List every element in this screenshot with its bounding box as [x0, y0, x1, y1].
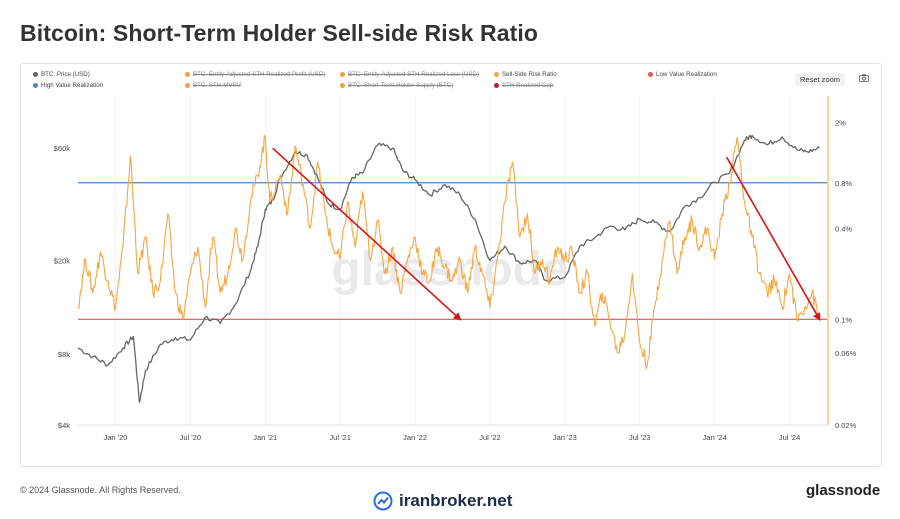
legend-label: High Value Realization: [41, 82, 104, 89]
legend-swatch: [33, 83, 38, 88]
x-tick-label: Jan '23: [553, 433, 577, 442]
legend-item[interactable]: High Value Realization: [33, 82, 103, 89]
trend-arrow: [272, 147, 462, 321]
y-right-tick-label: 0.8%: [835, 179, 852, 188]
trend-arrow: [725, 156, 821, 322]
y-left-tick-label: $8k: [58, 350, 70, 359]
series-line: [77, 134, 820, 403]
legend-swatch: [340, 72, 345, 77]
y-left-tick-label: $60k: [54, 144, 71, 153]
legend-item[interactable]: BTC: Short-Term Holder Supply (BTC): [340, 82, 453, 89]
legend-label: BTC: Entity-Adjusted STH Realized Loss (…: [348, 71, 480, 78]
legend-item[interactable]: BTC: STH-MVRV: [185, 82, 241, 89]
y-right-tick-label: 0.1%: [835, 315, 852, 324]
camera-icon[interactable]: [859, 74, 869, 82]
y-left-tick-label: $4k: [58, 421, 70, 430]
watermark-text: glassnode: [331, 243, 568, 296]
legend-swatch: [494, 83, 499, 88]
brand-logo: glassnode: [806, 482, 881, 499]
legend-label: BTC: Price (USD): [41, 71, 90, 78]
legend-item[interactable]: STH Realized Cap: [494, 82, 553, 89]
chart-legend: BTC: Price (USD) BTC: Entity-Adjusted STH…: [33, 71, 813, 95]
y-right-tick-label: 0.06%: [835, 349, 857, 358]
x-tick-label: Jul '24: [779, 433, 800, 442]
x-tick-label: Jan '22: [403, 433, 427, 442]
site-logo[interactable]: iranbroker.net: [373, 491, 512, 511]
legend-item[interactable]: Low Value Realization: [648, 71, 717, 78]
series-line: [77, 134, 821, 370]
chart-title: Bitcoin: Short-Term Holder Sell-side Ris…: [20, 20, 539, 46]
y-right-tick-label: 2%: [835, 119, 846, 128]
x-tick-label: Jul '20: [180, 433, 201, 442]
x-tick-label: Jul '21: [329, 433, 350, 442]
x-tick-label: Jan '21: [253, 433, 277, 442]
reset-zoom-button[interactable]: Reset zoom: [795, 73, 846, 86]
legend-swatch: [185, 83, 190, 88]
legend-swatch: [648, 72, 653, 77]
legend-label: Sell-Side Risk Ratio: [502, 71, 557, 78]
legend-swatch: [340, 83, 345, 88]
legend-swatch: [185, 72, 190, 77]
chart-panel: [20, 63, 882, 467]
legend-label: BTC: STH-MVRV: [193, 82, 242, 89]
legend-item[interactable]: BTC: Entity-Adjusted STH Realized Loss (…: [340, 71, 479, 78]
legend-item[interactable]: BTC: Price (USD): [33, 71, 90, 78]
y-right-tick-label: 0.02%: [835, 421, 857, 430]
y-left-tick-label: $20k: [54, 257, 71, 266]
x-tick-label: Jan '20: [103, 433, 127, 442]
copyright-text: © 2024 Glassnode. All Rights Reserved.: [20, 485, 181, 495]
legend-item[interactable]: BTC: Entity-Adjusted STH Realized Profit…: [185, 71, 325, 78]
legend-label: BTC: Short-Term Holder Supply (BTC): [348, 82, 454, 89]
legend-swatch: [33, 72, 38, 77]
legend-label: Low Value Realization: [656, 71, 717, 78]
legend-label: BTC: Entity-Adjusted STH Realized Profit…: [193, 71, 326, 78]
x-tick-label: Jul '22: [479, 433, 500, 442]
legend-swatch: [494, 72, 499, 77]
legend-item[interactable]: Sell-Side Risk Ratio: [494, 71, 557, 78]
chart-logo-icon: [373, 491, 393, 511]
y-right-tick-label: 0.4%: [835, 224, 852, 233]
x-tick-label: Jan '24: [703, 433, 727, 442]
site-name: iranbroker.net: [399, 491, 513, 510]
x-tick-label: Jul '23: [629, 433, 650, 442]
legend-label: STH Realized Cap: [502, 82, 554, 89]
